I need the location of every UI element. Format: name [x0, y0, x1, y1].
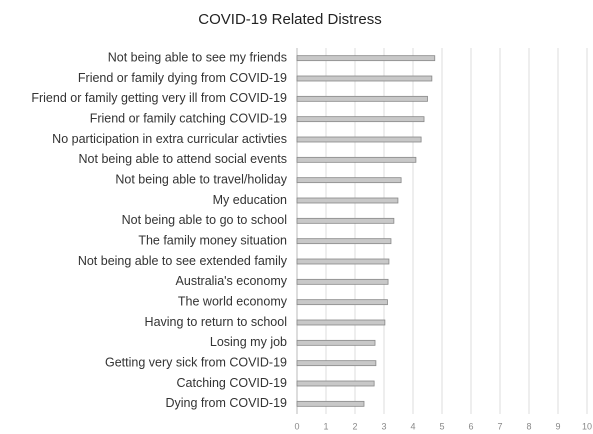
y-tick-label: My education	[213, 193, 287, 207]
bar	[296, 400, 365, 407]
bar	[296, 75, 433, 82]
y-tick-label: Losing my job	[210, 335, 287, 349]
y-tick-label: Not being able to go to school	[122, 213, 287, 227]
chart-title: COVID-19 Related Distress	[198, 11, 381, 28]
y-tick-label: Getting very sick from COVID-19	[105, 355, 287, 369]
bar	[296, 197, 399, 204]
x-tick-label: 3	[381, 421, 386, 431]
bar	[296, 258, 390, 265]
y-tick-label: Dying from COVID-19	[165, 396, 287, 410]
bar	[296, 339, 376, 346]
bar	[296, 238, 392, 245]
y-tick-label: Not being able to see extended family	[78, 254, 288, 268]
bar	[296, 278, 389, 285]
x-tick-label: 10	[582, 421, 592, 431]
bar	[296, 116, 425, 123]
y-tick-label: Not being able to see my friends	[108, 50, 287, 64]
y-tick-label: Catching COVID-19	[177, 376, 288, 390]
y-tick-label: Having to return to school	[145, 315, 287, 329]
bar	[296, 380, 375, 387]
x-tick-label: 5	[439, 421, 444, 431]
y-tick-label: Australia's economy	[176, 274, 288, 288]
bar	[296, 319, 386, 326]
bar	[296, 217, 395, 224]
bar	[296, 299, 388, 306]
x-tick-label: 6	[468, 421, 473, 431]
y-tick-label: Friend or family getting very ill from C…	[31, 91, 287, 105]
x-tick-label: 2	[352, 421, 357, 431]
bar	[296, 177, 402, 184]
x-tick-label: 1	[323, 421, 328, 431]
bar	[296, 55, 436, 62]
x-tick-label: 7	[497, 421, 502, 431]
x-tick-label: 4	[410, 421, 415, 431]
bar	[296, 156, 417, 163]
bar	[296, 360, 377, 367]
bar	[296, 95, 428, 102]
y-tick-label: Friend or family dying from COVID-19	[78, 71, 287, 85]
y-tick-label: No participation in extra curricular act…	[52, 132, 287, 146]
y-tick-label: Not being able to attend social events	[79, 152, 287, 166]
bar	[296, 136, 422, 143]
y-tick-label: The family money situation	[138, 233, 287, 247]
x-tick-label: 9	[555, 421, 560, 431]
y-tick-label: The world economy	[178, 294, 288, 308]
x-tick-label: 0	[294, 421, 299, 431]
x-tick-label: 8	[526, 421, 531, 431]
y-tick-label: Friend or family catching COVID-19	[90, 111, 287, 125]
y-tick-label: Not being able to travel/holiday	[115, 172, 287, 186]
